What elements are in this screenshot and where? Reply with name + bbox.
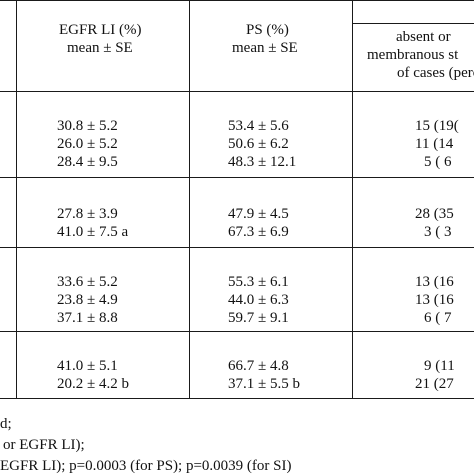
ps-value: 48.3 ± 12.1 xyxy=(228,154,297,170)
header-bottom-rule xyxy=(0,91,474,92)
group-1-bottom-rule xyxy=(0,177,474,178)
cases-value: 15 (19( xyxy=(415,118,459,134)
header-ps-title: PS (%) xyxy=(246,22,289,38)
col3-header-rule xyxy=(352,23,474,24)
group-2-bottom-rule xyxy=(0,247,474,248)
egfr-value: 30.8 ± 5.2 xyxy=(57,118,118,134)
header-cases-line2: membranous st xyxy=(367,47,459,63)
ps-value: 44.0 ± 6.3 xyxy=(228,292,289,308)
egfr-value: 33.6 ± 5.2 xyxy=(57,274,118,290)
ps-value: 37.1 ± 5.5 b xyxy=(228,376,300,392)
table-bottom-rule xyxy=(0,398,474,399)
ps-value: 53.4 ± 5.6 xyxy=(228,118,289,134)
egfr-value: 28.4 ± 9.5 xyxy=(57,154,118,170)
egfr-value: 26.0 ± 5.2 xyxy=(57,136,118,152)
cases-value: 5 ( 6 xyxy=(424,154,452,170)
cases-value: 6 ( 7 xyxy=(424,310,452,326)
cases-value: 11 (14 xyxy=(415,136,454,152)
egfr-value: 41.0 ± 7.5 a xyxy=(57,224,129,240)
cases-value: 13 (16 xyxy=(415,292,454,308)
egfr-value: 27.8 ± 3.9 xyxy=(57,206,118,222)
ps-value: 66.7 ± 4.8 xyxy=(228,358,289,374)
header-ps-sub: mean ± SE xyxy=(232,40,298,56)
ps-value: 50.6 ± 6.2 xyxy=(228,136,289,152)
egfr-value: 41.0 ± 5.1 xyxy=(57,358,118,374)
ps-value: 59.7 ± 9.1 xyxy=(228,310,289,326)
col-divider-1 xyxy=(16,0,17,398)
ps-value: 47.9 ± 4.5 xyxy=(228,206,289,222)
footnote-line: or EGFR LI); xyxy=(3,437,85,453)
header-cases-line3: of cases (perc xyxy=(397,65,474,81)
cases-value: 28 (35 xyxy=(415,206,454,222)
cases-value: 3 ( 3 xyxy=(424,224,452,240)
col-divider-3 xyxy=(352,0,353,398)
cases-value: 13 (16 xyxy=(415,274,454,290)
header-egfr-sub: mean ± SE xyxy=(67,40,133,56)
cases-value: 9 (11 xyxy=(424,358,455,374)
header-cases-line1: absent or xyxy=(396,29,451,45)
table-top-rule xyxy=(0,0,474,1)
header-egfr-title: EGFR LI (%) xyxy=(59,22,142,38)
footnote-line: d; xyxy=(0,416,12,432)
cases-value: 21 (27 xyxy=(415,376,454,392)
group-3-bottom-rule xyxy=(0,331,474,332)
ps-value: 55.3 ± 6.1 xyxy=(228,274,289,290)
egfr-value: 23.8 ± 4.9 xyxy=(57,292,118,308)
egfr-value: 37.1 ± 8.8 xyxy=(57,310,118,326)
col-divider-2 xyxy=(189,0,190,398)
footnote-line: EGFR LI); p=0.0003 (for PS); p=0.0039 (f… xyxy=(0,458,292,474)
ps-value: 67.3 ± 6.9 xyxy=(228,224,289,240)
egfr-value: 20.2 ± 4.2 b xyxy=(57,376,129,392)
